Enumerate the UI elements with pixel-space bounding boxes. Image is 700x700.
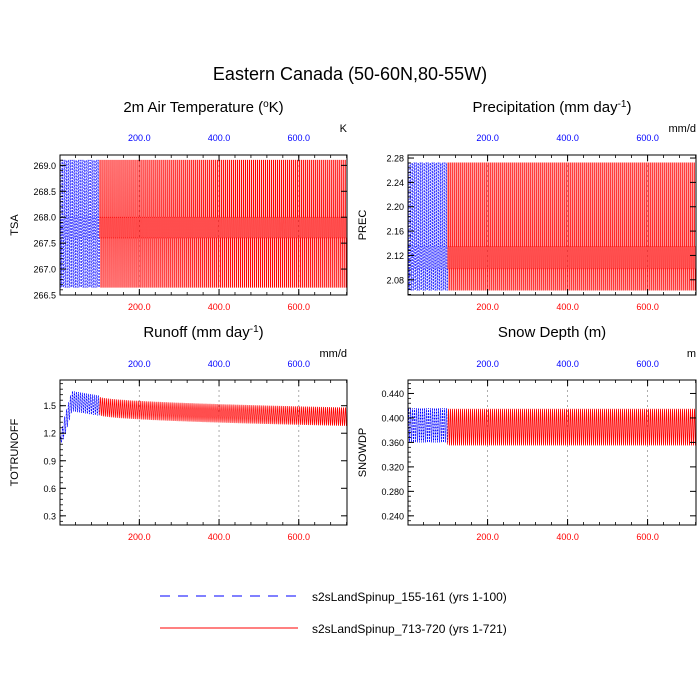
ylabel-prec: PREC bbox=[357, 210, 369, 241]
ytick-label-2: 0.9 bbox=[43, 456, 56, 466]
xtick-top-label-2: 600.0 bbox=[288, 359, 311, 369]
ytick-label-3: 2.20 bbox=[386, 202, 404, 212]
xtick-bottom-label-0: 200.0 bbox=[128, 302, 151, 312]
chart-panel-prec: Precipitation (mm day-1) mm/d 2.08 2.12 2.16… bbox=[357, 99, 697, 312]
ytick-label-0: 0.3 bbox=[43, 511, 56, 521]
series-line-2-prec bbox=[447, 162, 696, 291]
xtick-top-label-2: 600.0 bbox=[636, 133, 659, 143]
ytick-label-5: 269.0 bbox=[33, 161, 56, 171]
chart-panel-snowdp: Snow Depth (m) m 0.240 0.280 0.320 0.360 0.400… bbox=[357, 324, 697, 542]
ytick-label-2: 2.16 bbox=[386, 227, 404, 237]
ytick-label-4: 0.400 bbox=[381, 413, 404, 423]
ytick-label-4: 2.24 bbox=[386, 178, 404, 188]
plot-frame-snowdp bbox=[407, 379, 697, 526]
xtick-bottom-label-1: 400.0 bbox=[556, 302, 579, 312]
xtick-bottom-label-1: 400.0 bbox=[208, 302, 231, 312]
ytick-label-1: 0.280 bbox=[381, 487, 404, 497]
xtick-top-label-0: 200.0 bbox=[128, 133, 151, 143]
xtick-top-label-1: 400.0 bbox=[556, 133, 579, 143]
ytick-label-2: 267.5 bbox=[33, 239, 56, 249]
figure-title: Eastern Canada (50-60N,80-55W) bbox=[213, 64, 487, 84]
xtick-bottom-label-1: 400.0 bbox=[208, 532, 231, 542]
plot-frame-runoff bbox=[59, 379, 348, 526]
legend-label-series-1: s2sLandSpinup_155-161 (yrs 1-100) bbox=[312, 590, 507, 604]
xtick-bottom-label-1: 400.0 bbox=[556, 532, 579, 542]
ytick-label-3: 0.360 bbox=[381, 438, 404, 448]
panel-title-snowdp: Snow Depth (m) bbox=[498, 324, 606, 341]
series-line-1-runoff bbox=[60, 391, 100, 444]
ytick-label-3: 268.0 bbox=[33, 213, 56, 223]
xtick-top-label-1: 400.0 bbox=[556, 359, 579, 369]
ytick-label-5: 2.28 bbox=[386, 154, 404, 164]
panel-title-runoff: Runoff (mm day-1) bbox=[143, 324, 263, 342]
chart-panel-tsa: 2m Air Temperature (oK) K 266.5 267.0 267.5 2… bbox=[9, 99, 348, 313]
units-label-runoff: mm/d bbox=[320, 348, 348, 360]
xtick-bottom-label-2: 600.0 bbox=[288, 302, 311, 312]
xtick-bottom-label-0: 200.0 bbox=[476, 532, 499, 542]
xtick-top-label-2: 600.0 bbox=[636, 359, 659, 369]
xtick-top-label-0: 200.0 bbox=[476, 359, 499, 369]
xtick-top-label-1: 400.0 bbox=[208, 133, 231, 143]
xtick-top-label-0: 200.0 bbox=[128, 359, 151, 369]
ytick-label-1: 267.0 bbox=[33, 265, 56, 275]
series-line-1-tsa bbox=[60, 159, 100, 288]
ytick-label-5: 0.440 bbox=[381, 389, 404, 399]
ytick-label-2: 0.320 bbox=[381, 462, 404, 472]
ytick-label-3: 1.2 bbox=[43, 429, 56, 439]
xtick-bottom-label-2: 600.0 bbox=[636, 532, 659, 542]
series-line-1-prec bbox=[408, 162, 448, 291]
xtick-top-label-0: 200.0 bbox=[476, 133, 499, 143]
xtick-bottom-label-2: 600.0 bbox=[288, 532, 311, 542]
ylabel-snowdp: SNOWDP bbox=[357, 428, 369, 478]
series-line-2-snowdp bbox=[447, 408, 696, 446]
units-label-tsa: K bbox=[340, 123, 348, 135]
xtick-top-label-1: 400.0 bbox=[208, 359, 231, 369]
units-label-prec: mm/d bbox=[669, 123, 697, 135]
ytick-label-1: 2.12 bbox=[386, 251, 404, 261]
xtick-bottom-label-0: 200.0 bbox=[476, 302, 499, 312]
ytick-label-4: 1.5 bbox=[43, 401, 56, 411]
ylabel-runoff: TOTRUNOFF bbox=[9, 418, 21, 486]
ytick-label-4: 268.5 bbox=[33, 187, 56, 197]
series-line-1-snowdp bbox=[408, 408, 448, 443]
xtick-top-label-2: 600.0 bbox=[288, 133, 311, 143]
units-label-snowdp: m bbox=[687, 348, 696, 360]
plot-frame-prec bbox=[407, 154, 697, 296]
panel-title-prec: Precipitation (mm day-1) bbox=[473, 99, 632, 117]
xtick-bottom-label-2: 600.0 bbox=[636, 302, 659, 312]
panel-title-tsa: 2m Air Temperature (oK) bbox=[123, 99, 283, 117]
chart-panel-runoff: Runoff (mm day-1) mm/d 0.3 0.6 0.9 1.2 1.5 200.… bbox=[9, 324, 348, 542]
ytick-label-0: 2.08 bbox=[386, 275, 404, 285]
ytick-label-0: 0.240 bbox=[381, 511, 404, 521]
legend-label-series-2: s2sLandSpinup_713-720 (yrs 1-721) bbox=[312, 622, 507, 636]
ytick-label-1: 0.6 bbox=[43, 484, 56, 494]
ylabel-tsa: TSA bbox=[9, 214, 21, 236]
series-line-2-tsa bbox=[99, 159, 347, 288]
series-line-2-runoff bbox=[99, 397, 347, 426]
legend: s2sLandSpinup_155-161 (yrs 1-100) s2sLan… bbox=[160, 590, 507, 636]
ytick-label-0: 266.5 bbox=[33, 291, 56, 301]
xtick-bottom-label-0: 200.0 bbox=[128, 532, 151, 542]
